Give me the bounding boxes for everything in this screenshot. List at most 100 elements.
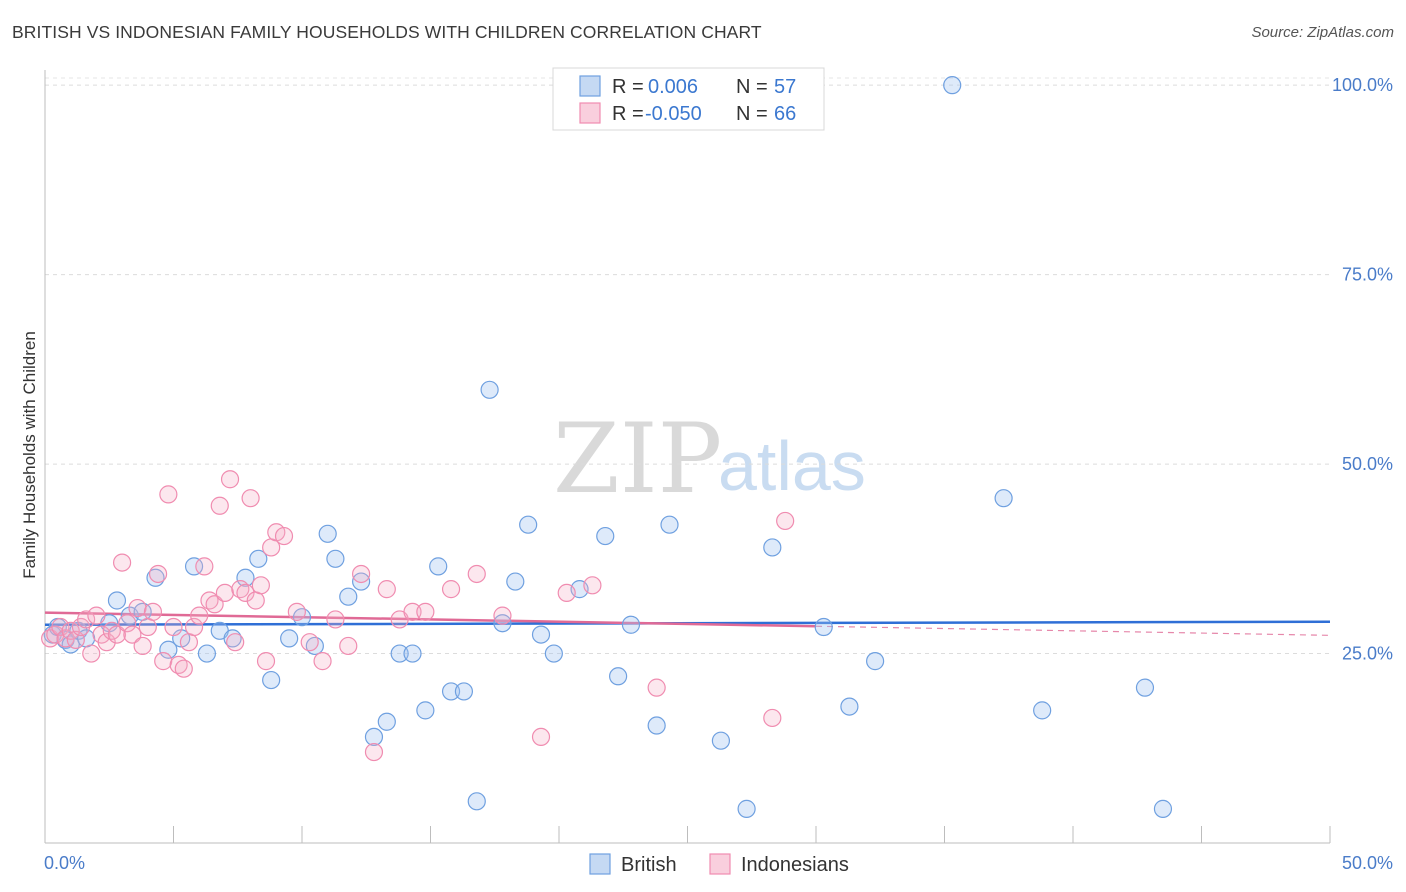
british-point	[377, 712, 396, 731]
indonesians-point	[364, 742, 384, 762]
watermark-zip: ZIP	[553, 403, 722, 515]
british-point	[249, 549, 268, 568]
indonesians-point	[256, 652, 276, 671]
indonesians-point	[326, 610, 345, 629]
british-point	[609, 667, 628, 686]
stats-n-value-indonesians: 66	[774, 103, 796, 125]
british-point	[403, 644, 422, 663]
data-points	[41, 76, 1173, 818]
indonesians-point	[236, 583, 255, 603]
legend-label-indonesians: Indonesians	[741, 854, 849, 876]
indonesians-point	[133, 636, 152, 656]
british-point	[1135, 678, 1155, 697]
indonesians-point	[190, 606, 209, 625]
british-point	[184, 557, 204, 576]
legend-swatch-indonesians	[709, 853, 731, 875]
indonesians-trend-extension	[815, 625, 1331, 636]
axes	[44, 70, 1331, 844]
indonesians-point	[77, 610, 96, 629]
british-point	[660, 515, 679, 534]
indonesians-point	[164, 617, 183, 637]
british-point	[493, 614, 512, 633]
british-point	[454, 682, 474, 701]
indonesians-point	[143, 602, 163, 621]
british-point	[994, 489, 1013, 508]
indonesians-point	[352, 564, 371, 584]
british-point	[416, 701, 435, 720]
stats-r-label-indonesians: R =	[612, 103, 644, 125]
british-point	[647, 716, 666, 735]
watermark-atlas: atlas	[718, 427, 866, 505]
british-point	[763, 538, 782, 557]
indonesians-point	[159, 485, 178, 504]
series-legend: British Indonesians	[589, 853, 849, 876]
indonesians-point	[403, 602, 422, 621]
x-tick-label: 0.0%	[44, 853, 85, 873]
gridlines	[45, 77, 1330, 655]
legend-swatch-british	[589, 853, 611, 875]
stats-n-value-british: 57	[774, 76, 796, 98]
y-axis-title: Family Households with Children	[20, 331, 39, 579]
indonesians-point	[647, 678, 666, 697]
indonesians-point	[531, 727, 551, 747]
british-point	[429, 557, 448, 576]
indonesians-point	[776, 511, 795, 531]
indonesians-point	[313, 652, 332, 671]
indonesians-point	[300, 633, 319, 652]
british-point	[107, 591, 127, 610]
british-point	[364, 727, 384, 747]
y-tick-label: 75.0%	[1342, 265, 1393, 285]
stats-r-value-indonesians: -0.050	[645, 103, 702, 125]
indonesians-point	[246, 591, 265, 610]
british-point	[441, 682, 461, 701]
indonesians-trend-line	[44, 611, 817, 628]
british-point	[318, 524, 337, 543]
indonesians-point	[287, 602, 306, 621]
british-point	[467, 792, 486, 811]
legend-label-british: British	[621, 854, 677, 876]
indonesians-point	[241, 489, 260, 508]
indonesians-point	[97, 633, 116, 652]
indonesians-point	[416, 602, 435, 621]
indonesians-point	[107, 625, 127, 644]
trend-lines	[44, 611, 1331, 636]
indonesians-point	[251, 576, 270, 595]
british-point	[236, 568, 255, 587]
y-tick-label: 50.0%	[1342, 454, 1393, 474]
y-tick-label: 25.0%	[1342, 644, 1393, 664]
british-point	[390, 644, 409, 663]
indonesians-point	[377, 580, 396, 599]
indonesians-point	[274, 526, 294, 546]
watermark: ZIP atlas	[553, 403, 866, 515]
indonesians-point	[763, 708, 782, 728]
indonesians-point	[118, 614, 137, 633]
indonesians-point	[210, 496, 229, 515]
source-label: Source: ZipAtlas.com	[1251, 24, 1394, 41]
indonesians-point	[112, 553, 132, 572]
british-point	[1033, 701, 1052, 720]
indonesians-point	[467, 564, 486, 584]
x-tick-label: 50.0%	[1342, 853, 1393, 873]
stats-legend-swatch-indonesians	[579, 102, 601, 124]
chart-title: BRITISH VS INDONESIAN FAMILY HOUSEHOLDS …	[12, 22, 762, 42]
indonesians-point	[226, 633, 245, 652]
british-point	[531, 625, 551, 644]
indonesians-point	[184, 617, 204, 637]
british-point	[1153, 799, 1173, 818]
indonesians-point	[583, 576, 602, 595]
stats-n-label-british: N =	[736, 76, 768, 98]
indonesians-point	[82, 644, 101, 663]
british-point	[840, 697, 859, 716]
indonesians-point	[493, 606, 512, 625]
british-point	[352, 572, 371, 591]
stats-r-label-british: R =	[612, 76, 644, 98]
british-point	[711, 731, 731, 750]
indonesians-point	[195, 557, 214, 576]
indonesians-point	[179, 633, 199, 652]
british-point	[943, 76, 962, 95]
indonesians-point	[51, 617, 70, 637]
stats-r-value-british: 0.006	[648, 76, 698, 98]
stats-n-label-indonesians: N =	[736, 103, 768, 125]
indonesians-point	[123, 625, 142, 644]
indonesians-point	[441, 580, 461, 599]
